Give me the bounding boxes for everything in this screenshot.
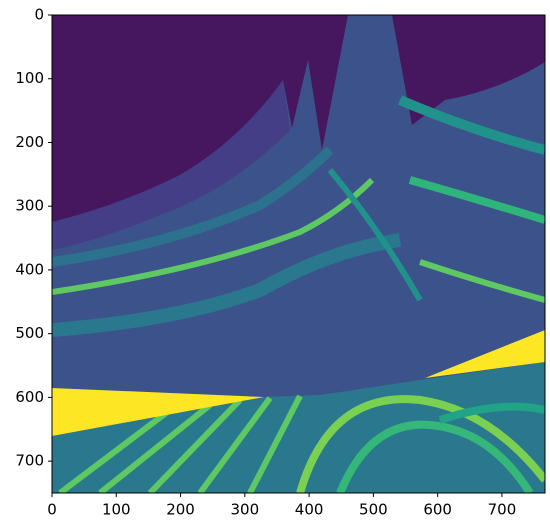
x-tick-label: 700: [488, 501, 517, 519]
x-tick-label: 0: [47, 501, 57, 519]
y-tick-label: 0: [34, 6, 44, 24]
y-tick-label: 300: [15, 197, 44, 215]
x-tick-label: 600: [423, 501, 452, 519]
y-tick-label: 100: [15, 69, 44, 87]
image: [52, 15, 545, 493]
y-tick-label: 600: [15, 388, 44, 406]
x-tick-label: 200: [166, 501, 195, 519]
x-tick-label: 100: [102, 501, 131, 519]
y-tick-label: 400: [15, 260, 44, 278]
y-tick-label: 200: [15, 133, 44, 151]
x-tick-label: 300: [231, 501, 260, 519]
axes-frame: [51, 14, 546, 494]
y-tick-label: 700: [15, 452, 44, 470]
y-tick-label: 500: [15, 324, 44, 342]
x-tick-label: 400: [295, 501, 324, 519]
x-tick-label: 500: [359, 501, 388, 519]
